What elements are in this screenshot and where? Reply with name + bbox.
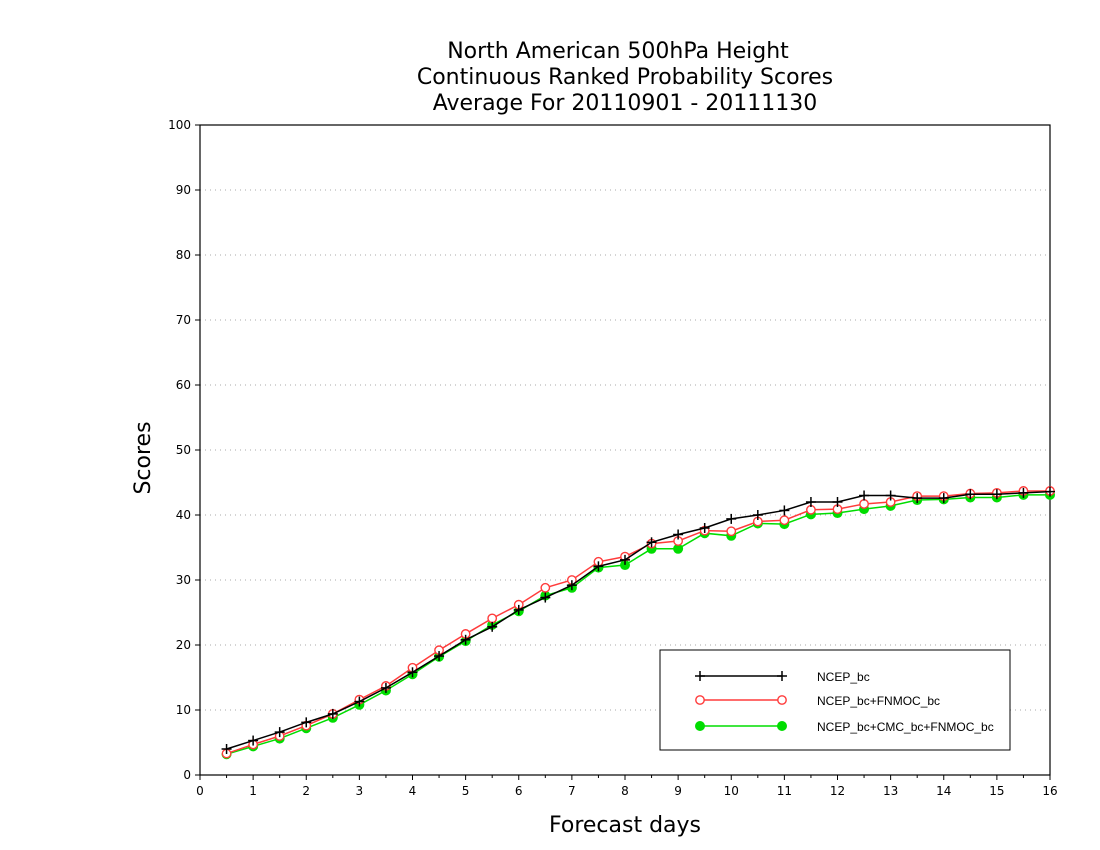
legend-label: NCEP_bc bbox=[817, 670, 870, 684]
y-tick-label: 30 bbox=[176, 573, 191, 587]
data-point bbox=[540, 582, 551, 593]
legend-entry: NCEP_bc+FNMOC_bc bbox=[695, 694, 940, 708]
x-tick-label: 12 bbox=[830, 784, 845, 798]
x-tick-label: 10 bbox=[724, 784, 739, 798]
data-point bbox=[779, 515, 790, 526]
data-point bbox=[805, 497, 816, 507]
data-point bbox=[965, 489, 976, 500]
legend-label: NCEP_bc+CMC_bc+FNMOC_bc bbox=[817, 720, 994, 734]
data-point bbox=[859, 490, 870, 501]
x-tick-label: 13 bbox=[883, 784, 898, 798]
data-point bbox=[487, 613, 498, 624]
legend: NCEP_bc NCEP_bc+FNMOC_bc NCEP_bc+CMC_bc+FN… bbox=[659, 649, 1011, 751]
x-tick-label: 8 bbox=[621, 784, 629, 798]
data-point bbox=[1045, 486, 1055, 497]
data-point bbox=[991, 489, 1002, 500]
x-tick-label: 1 bbox=[249, 784, 257, 798]
data-point bbox=[779, 505, 790, 516]
legend-marker bbox=[695, 671, 705, 681]
data-point bbox=[513, 604, 524, 615]
legend-marker bbox=[777, 721, 787, 731]
legend-marker bbox=[777, 695, 787, 705]
data-point bbox=[593, 561, 604, 572]
data-point bbox=[1018, 487, 1029, 498]
legend-label: NCEP_bc+FNMOC_bc bbox=[817, 694, 940, 708]
y-tick-label: 100 bbox=[168, 118, 191, 132]
x-tick-label: 0 bbox=[196, 784, 204, 798]
y-axis: 0 10 20 30 40 50 60 70 80 90 100 bbox=[168, 118, 200, 782]
data-point bbox=[221, 744, 232, 754]
x-tick-label: 9 bbox=[674, 784, 682, 798]
y-tick-label: 50 bbox=[176, 443, 191, 457]
series-0 bbox=[221, 486, 1055, 754]
data-point bbox=[885, 490, 896, 501]
x-tick-label: 15 bbox=[989, 784, 1004, 798]
data-point bbox=[620, 554, 630, 565]
y-tick-label: 90 bbox=[176, 183, 191, 197]
series-layer bbox=[221, 486, 1055, 760]
chart-title: North American 500hPa Height Continuous … bbox=[417, 39, 833, 116]
y-tick-label: 20 bbox=[176, 638, 191, 652]
legend-entry: NCEP_bc bbox=[695, 670, 870, 684]
y-tick-label: 70 bbox=[176, 313, 191, 327]
chart-title-line-3: Average For 20110901 - 20111130 bbox=[433, 91, 818, 116]
y-tick-label: 40 bbox=[176, 508, 191, 522]
data-point bbox=[646, 537, 657, 548]
y-tick-label: 10 bbox=[176, 703, 191, 717]
x-tick-label: 14 bbox=[936, 784, 951, 798]
x-tick-label: 3 bbox=[356, 784, 364, 798]
data-point bbox=[434, 651, 445, 662]
x-tick-label: 5 bbox=[462, 784, 470, 798]
data-point bbox=[752, 510, 763, 520]
data-point bbox=[274, 727, 285, 738]
data-point bbox=[407, 667, 418, 678]
data-point bbox=[938, 493, 949, 504]
x-tick-label: 2 bbox=[302, 784, 310, 798]
chart-title-line-2: Continuous Ranked Probability Scores bbox=[417, 65, 833, 90]
legend-marker bbox=[777, 671, 787, 681]
data-point bbox=[327, 708, 338, 719]
x-tick-label: 7 bbox=[568, 784, 576, 798]
data-point bbox=[912, 493, 923, 504]
y-tick-label: 0 bbox=[183, 768, 191, 782]
x-axis-title: Forecast days bbox=[549, 813, 701, 838]
x-tick-label: 6 bbox=[515, 784, 523, 798]
data-point bbox=[859, 499, 869, 509]
chart-title-line-1: North American 500hPa Height bbox=[447, 39, 789, 64]
data-point bbox=[248, 735, 259, 746]
x-tick-label: 4 bbox=[409, 784, 417, 798]
data-point bbox=[699, 523, 710, 533]
grid-lines bbox=[200, 189, 1050, 711]
data-point bbox=[301, 717, 312, 728]
data-point bbox=[726, 513, 737, 524]
data-point bbox=[380, 682, 391, 693]
data-point bbox=[540, 592, 551, 603]
x-axis: 0 1 2 3 4 5 6 7 8 9 10 11 12 13 14 15 16 bbox=[196, 775, 1058, 798]
y-tick-label: 80 bbox=[176, 248, 191, 262]
data-point bbox=[726, 526, 737, 537]
data-point bbox=[354, 696, 365, 707]
x-tick-label: 16 bbox=[1042, 784, 1057, 798]
y-tick-label: 60 bbox=[176, 378, 191, 392]
data-point bbox=[832, 497, 843, 507]
data-point bbox=[460, 634, 471, 645]
legend-marker bbox=[695, 695, 705, 705]
x-tick-label: 11 bbox=[777, 784, 792, 798]
data-point bbox=[673, 529, 684, 540]
legend-entry: NCEP_bc+CMC_bc+FNMOC_bc bbox=[695, 720, 994, 734]
y-axis-title: Scores bbox=[131, 421, 156, 494]
data-point bbox=[566, 580, 577, 591]
legend-marker bbox=[695, 721, 705, 731]
data-point bbox=[487, 621, 498, 632]
